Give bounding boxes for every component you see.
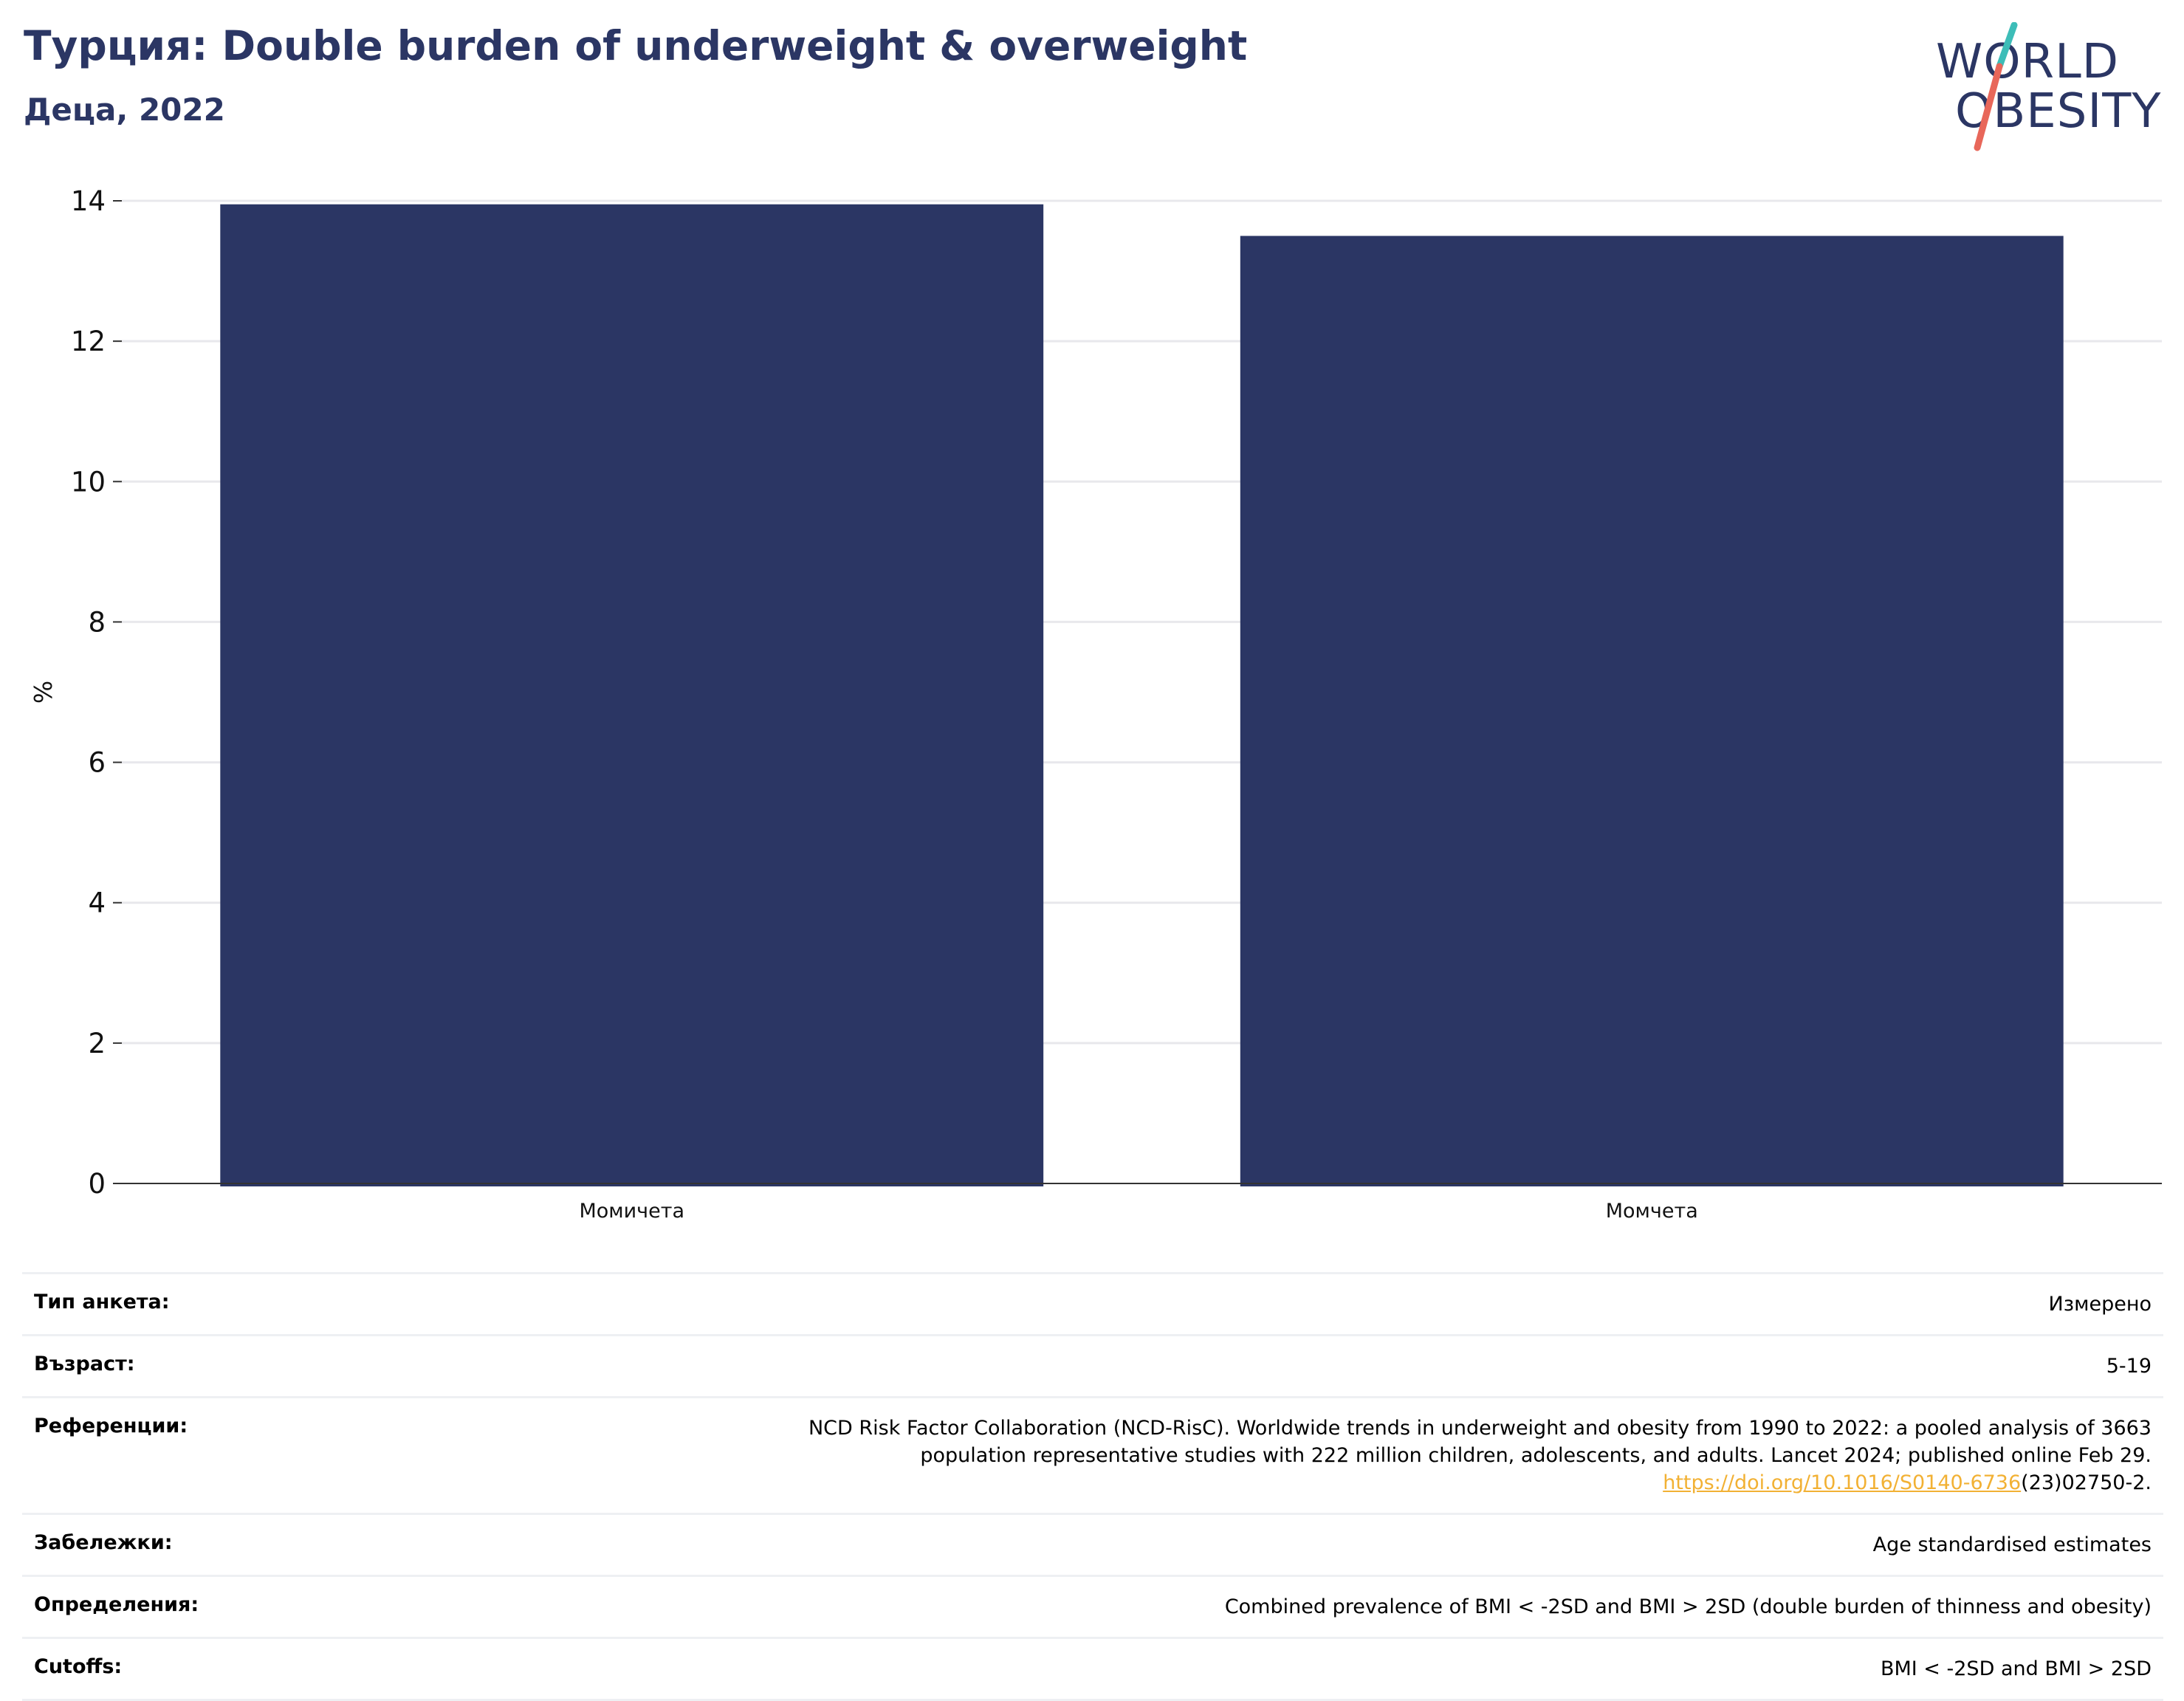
meta-value-line: NCD Risk Factor Collaboration (NCD-RisC)… (808, 1417, 2152, 1440)
bars (220, 204, 2064, 1187)
meta-key: Cutoffs: (34, 1655, 123, 1678)
y-tick-label: 4 (88, 887, 106, 919)
meta-value: 5-19 (2106, 1355, 2152, 1378)
bar-2 (1240, 236, 2064, 1187)
meta-key: Възраст: (34, 1353, 135, 1375)
meta-key: Референции: (34, 1415, 188, 1437)
y-tick-label: 0 (88, 1168, 106, 1200)
meta-key: Забележки: (34, 1531, 173, 1554)
chart-subtitle: Деца, 2022 (24, 92, 225, 128)
meta-row: Тип анкета: Измерено (22, 1274, 2163, 1336)
y-tick-label: 8 (88, 606, 106, 638)
meta-row: Възраст: 5-19 (22, 1336, 2163, 1398)
y-axis-label: % (29, 681, 58, 704)
doi-link[interactable]: https://doi.org/10.1016/S0140-6736 (1663, 1471, 2022, 1494)
logo-slash-bottom (1974, 63, 2003, 151)
meta-row: Cutoffs: BMI < -2SD and BMI > 2SD (22, 1639, 2163, 1701)
y-axis-ticks: 0 2 4 6 8 10 12 14 (71, 185, 122, 1200)
y-tick-label: 12 (71, 326, 106, 357)
bar-chart: 0 2 4 6 8 10 12 14 Момичета Момчета % (29, 185, 2162, 1223)
meta-key: Тип анкета: (34, 1291, 170, 1313)
logo-line-1: WORLD (1936, 35, 2119, 89)
y-tick-label: 2 (88, 1028, 106, 1059)
meta-value: BMI < -2SD and BMI > 2SD (1880, 1657, 2152, 1680)
meta-value: NCD Risk Factor Collaboration (NCD-RisC)… (808, 1415, 2152, 1496)
y-tick-label: 6 (88, 747, 106, 779)
meta-value: Combined prevalence of BMI < -2SD and BM… (1224, 1595, 2152, 1618)
meta-key: Определения: (34, 1593, 199, 1616)
x-tick-label: Момчета (1606, 1200, 1698, 1223)
meta-value-line: population representative studies with 2… (920, 1444, 2152, 1467)
bar-1 (220, 204, 1044, 1187)
metadata-table: Тип анкета: Измерено Възраст: 5-19 Референци… (22, 1272, 2163, 1701)
meta-value: Измерено (2048, 1293, 2152, 1316)
y-tick-label: 10 (71, 466, 106, 498)
meta-value: Age standardised estimates (1872, 1533, 2152, 1556)
meta-row: Забележки: Age standardised estimates (22, 1515, 2163, 1577)
y-tick-label: 14 (71, 185, 106, 217)
doi-suffix: (23)02750-2. (2021, 1471, 2152, 1494)
meta-row: Определения: Combined prevalence of BMI <… (22, 1577, 2163, 1639)
x-tick-label: Момичета (579, 1200, 684, 1223)
meta-row: Референции: NCD Risk Factor Collaboration… (22, 1398, 2163, 1515)
chart-title: Турция: Double burden of underweight & o… (24, 22, 1248, 69)
world-obesity-logo: WORLD OBESITY (1936, 22, 2160, 151)
logo-slash-top (1996, 22, 2018, 70)
x-axis-ticks: Момичета Момчета (579, 1200, 1697, 1223)
